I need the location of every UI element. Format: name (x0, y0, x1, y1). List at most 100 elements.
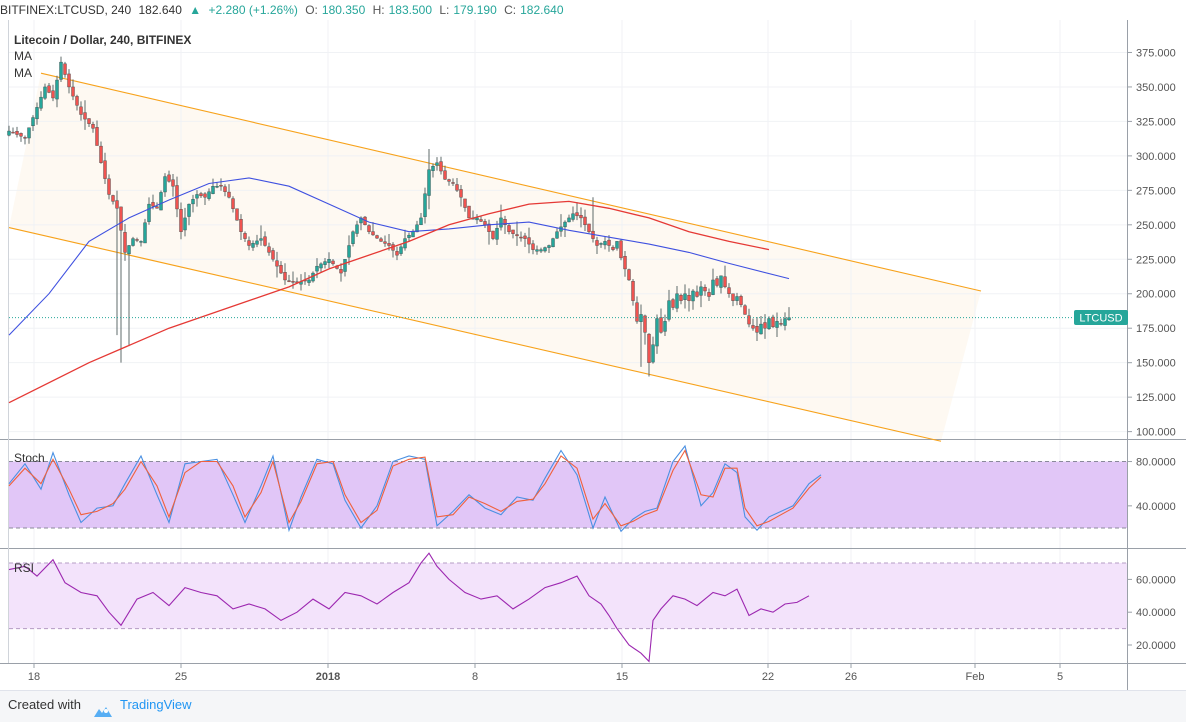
price-tag: LTCUSD (1079, 313, 1122, 325)
candle-body (779, 323, 783, 325)
candle-body (151, 202, 155, 207)
chart-title: Litecoin / Dollar, 240, BITFINEX (14, 33, 191, 47)
candle-body (279, 265, 283, 274)
channel-line-upper (40, 72, 982, 292)
candle-body (375, 235, 379, 239)
low-value: 179.190 (453, 3, 497, 17)
candle-body (463, 198, 467, 208)
candle-body (75, 96, 79, 106)
candle-body (87, 118, 91, 124)
candle-body (611, 246, 615, 250)
candle-body (739, 296, 743, 305)
tradingview-brand[interactable]: TradingView (120, 697, 192, 712)
candle-body (123, 232, 127, 253)
candle-body (479, 219, 483, 222)
candle-body (507, 225, 511, 232)
price-tick-label: 250.000 (1136, 220, 1176, 232)
candle-body (643, 315, 647, 333)
ma-legend-1[interactable]: MA (14, 49, 32, 63)
price-tag-box (1074, 310, 1128, 325)
candle-body (575, 212, 579, 217)
candle-body (95, 127, 99, 146)
ma-legend-2[interactable]: MA (14, 66, 32, 80)
candle-body (379, 238, 383, 242)
candle-body (119, 206, 123, 231)
candle-body (239, 219, 243, 232)
grid (9, 20, 1127, 663)
candle-body (699, 286, 703, 296)
candle-body (703, 286, 707, 292)
rsi-tick-label: 20.0000 (1136, 640, 1176, 652)
price-tick-label: 375.000 (1136, 47, 1176, 59)
candle-body (667, 300, 671, 320)
time-axis[interactable]: 18 25 2018 8 15 22 26 Feb 5 (28, 663, 1063, 683)
candle-body (767, 318, 771, 330)
candle-body (259, 238, 263, 241)
price-tick-label: 350.000 (1136, 82, 1176, 94)
candle-body (243, 233, 247, 239)
candle-body (671, 299, 675, 308)
candle-body (255, 240, 259, 245)
candle-body (499, 217, 503, 228)
candle-body (19, 133, 23, 137)
candle-body (99, 145, 103, 163)
candle-body (563, 221, 567, 228)
candle-body (131, 238, 135, 246)
rsi-axis[interactable]: 60.0000 40.0000 20.0000 (1127, 574, 1176, 652)
candle-body (439, 161, 443, 172)
candle-body (51, 90, 55, 99)
candle-body (135, 239, 139, 241)
stoch-tick-label: 80.0000 (1136, 457, 1176, 469)
candle-body (291, 281, 295, 283)
stoch-legend[interactable]: Stoch (14, 451, 45, 465)
candle-body (147, 203, 151, 222)
rsi-legend[interactable]: RSI (14, 561, 34, 575)
candle-body (195, 194, 199, 199)
price-axis[interactable]: 375.000 350.000 325.000 300.000 275.000 250.0… (1127, 47, 1176, 439)
time-tick-label: 8 (472, 671, 478, 683)
candle-body (319, 263, 323, 269)
candle-body (71, 86, 75, 97)
candle-body (763, 322, 767, 329)
price-tick-label: 125.000 (1136, 392, 1176, 404)
candle-body (527, 237, 531, 245)
candle-body (747, 315, 751, 325)
candle-body (167, 174, 171, 182)
candle-body (23, 137, 27, 139)
channel-line-lower (8, 227, 942, 442)
candle-body (547, 245, 551, 248)
candle-body (443, 170, 447, 180)
candle-body (571, 213, 575, 220)
candle-body (459, 189, 463, 198)
price-tick-label: 150.000 (1136, 358, 1176, 370)
close-label: C: (504, 3, 517, 17)
stoch-d-line (8, 449, 822, 527)
candle-body (343, 259, 347, 272)
candle-body (139, 241, 143, 243)
candle-body (635, 302, 639, 322)
candle-body (223, 186, 227, 192)
candle-body (695, 291, 699, 297)
candle-body (683, 293, 687, 300)
chart-canvas[interactable]: 375.000 350.000 325.000 300.000 275.000 250.0… (0, 20, 1186, 690)
moving-averages[interactable] (8, 177, 790, 404)
ma-fast-line (8, 177, 790, 336)
candle-body (491, 230, 495, 239)
candle-body (727, 287, 731, 294)
channel-lines[interactable] (8, 72, 982, 442)
close-value: 182.640 (520, 3, 564, 17)
stoch-axis[interactable]: 80.0000 40.0000 (1127, 457, 1176, 513)
candle-body (7, 130, 11, 136)
candle-body (419, 217, 423, 226)
candle-body (715, 278, 719, 286)
candle-body (35, 107, 39, 120)
rsi-tick-label: 40.0000 (1136, 607, 1176, 619)
candle-body (387, 243, 391, 246)
candle-body (27, 127, 31, 139)
rsi-line (8, 552, 810, 663)
footer: Created with TradingView (0, 690, 1186, 722)
time-tick-label: 2018 (316, 671, 340, 683)
candle-body (355, 224, 359, 234)
candle-body (275, 260, 279, 267)
candle-body (367, 225, 371, 232)
